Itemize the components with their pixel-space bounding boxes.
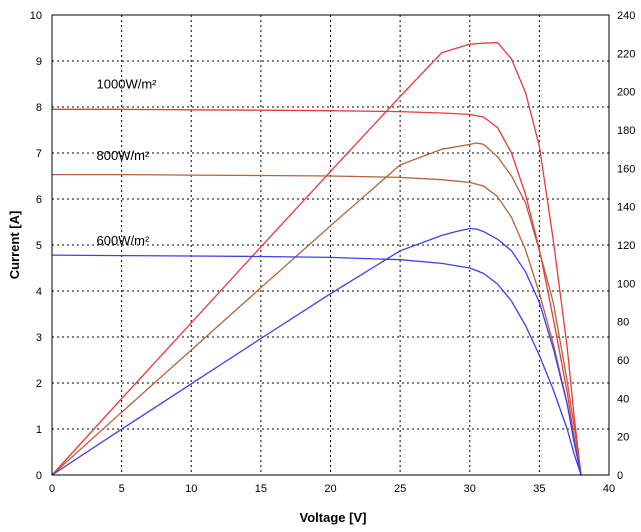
x-tick-label: 0 [49, 483, 55, 495]
y-tick-label: 4 [36, 286, 42, 298]
y2-tick-label: 80 [617, 317, 629, 329]
y2-tick-label: 140 [617, 202, 635, 214]
y-tick-label: 10 [30, 10, 42, 22]
series-line-current [52, 173, 582, 476]
y-tick-label: 6 [36, 194, 42, 206]
x-axis-label: Voltage [V] [300, 510, 367, 525]
y2-tick-label: 60 [617, 355, 629, 367]
y-tick-label: 2 [36, 378, 42, 390]
y2-tick-label: 200 [617, 87, 635, 99]
y-axis-label: Current [A] [7, 211, 22, 280]
x-tick-label: 15 [255, 483, 267, 495]
y-tick-label: 9 [36, 56, 42, 68]
x-tick-label: 10 [185, 483, 197, 495]
x-tick-label: 30 [464, 483, 476, 495]
y2-tick-labels: 0 20 40 60 80 100 120 140 160 180 200 220 240 [617, 10, 635, 482]
y-tick-label: 1 [36, 424, 42, 436]
y-tick-label: 0 [36, 470, 42, 482]
y-tick-label: 5 [36, 240, 42, 252]
y-tick-label: 8 [36, 102, 42, 114]
grid [52, 15, 609, 475]
x-tick-label: 40 [603, 483, 615, 495]
y-tick-labels: 0 1 2 3 4 5 6 7 8 9 10 [30, 10, 42, 482]
plot-frame [51, 14, 610, 476]
y2-tick-label: 40 [617, 393, 629, 405]
y2-tick-label: 20 [617, 432, 629, 444]
y-tick-label: 7 [36, 148, 42, 160]
irradiance-label: 600W/m² [97, 233, 150, 248]
y2-tick-label: 0 [617, 470, 623, 482]
x-tick-labels: 0 5 10 15 20 25 30 35 40 [49, 483, 615, 495]
series-line-current [52, 108, 582, 476]
irradiance-label: 800W/m² [97, 148, 150, 163]
irradiance-label: 1000W/m² [97, 77, 158, 92]
y-tick-label: 3 [36, 332, 42, 344]
series-layer [51, 41, 582, 476]
annotations: 1000W/m² 800W/m² 600W/m² [97, 77, 158, 248]
x-tick-label: 5 [119, 483, 125, 495]
x-tick-label: 25 [394, 483, 406, 495]
y2-tick-label: 180 [617, 125, 635, 137]
y2-tick-label: 160 [617, 163, 635, 175]
series-line-power [51, 142, 582, 476]
y2-tick-label: 100 [617, 278, 635, 290]
y2-tick-label: 240 [617, 10, 635, 22]
x-tick-label: 20 [324, 483, 336, 495]
series-line-current [51, 254, 582, 476]
y2-tick-label: 120 [617, 240, 635, 252]
y2-tick-label: 220 [617, 48, 635, 60]
series-line-power [51, 41, 582, 476]
x-tick-label: 35 [533, 483, 545, 495]
series-line-power [51, 227, 582, 476]
